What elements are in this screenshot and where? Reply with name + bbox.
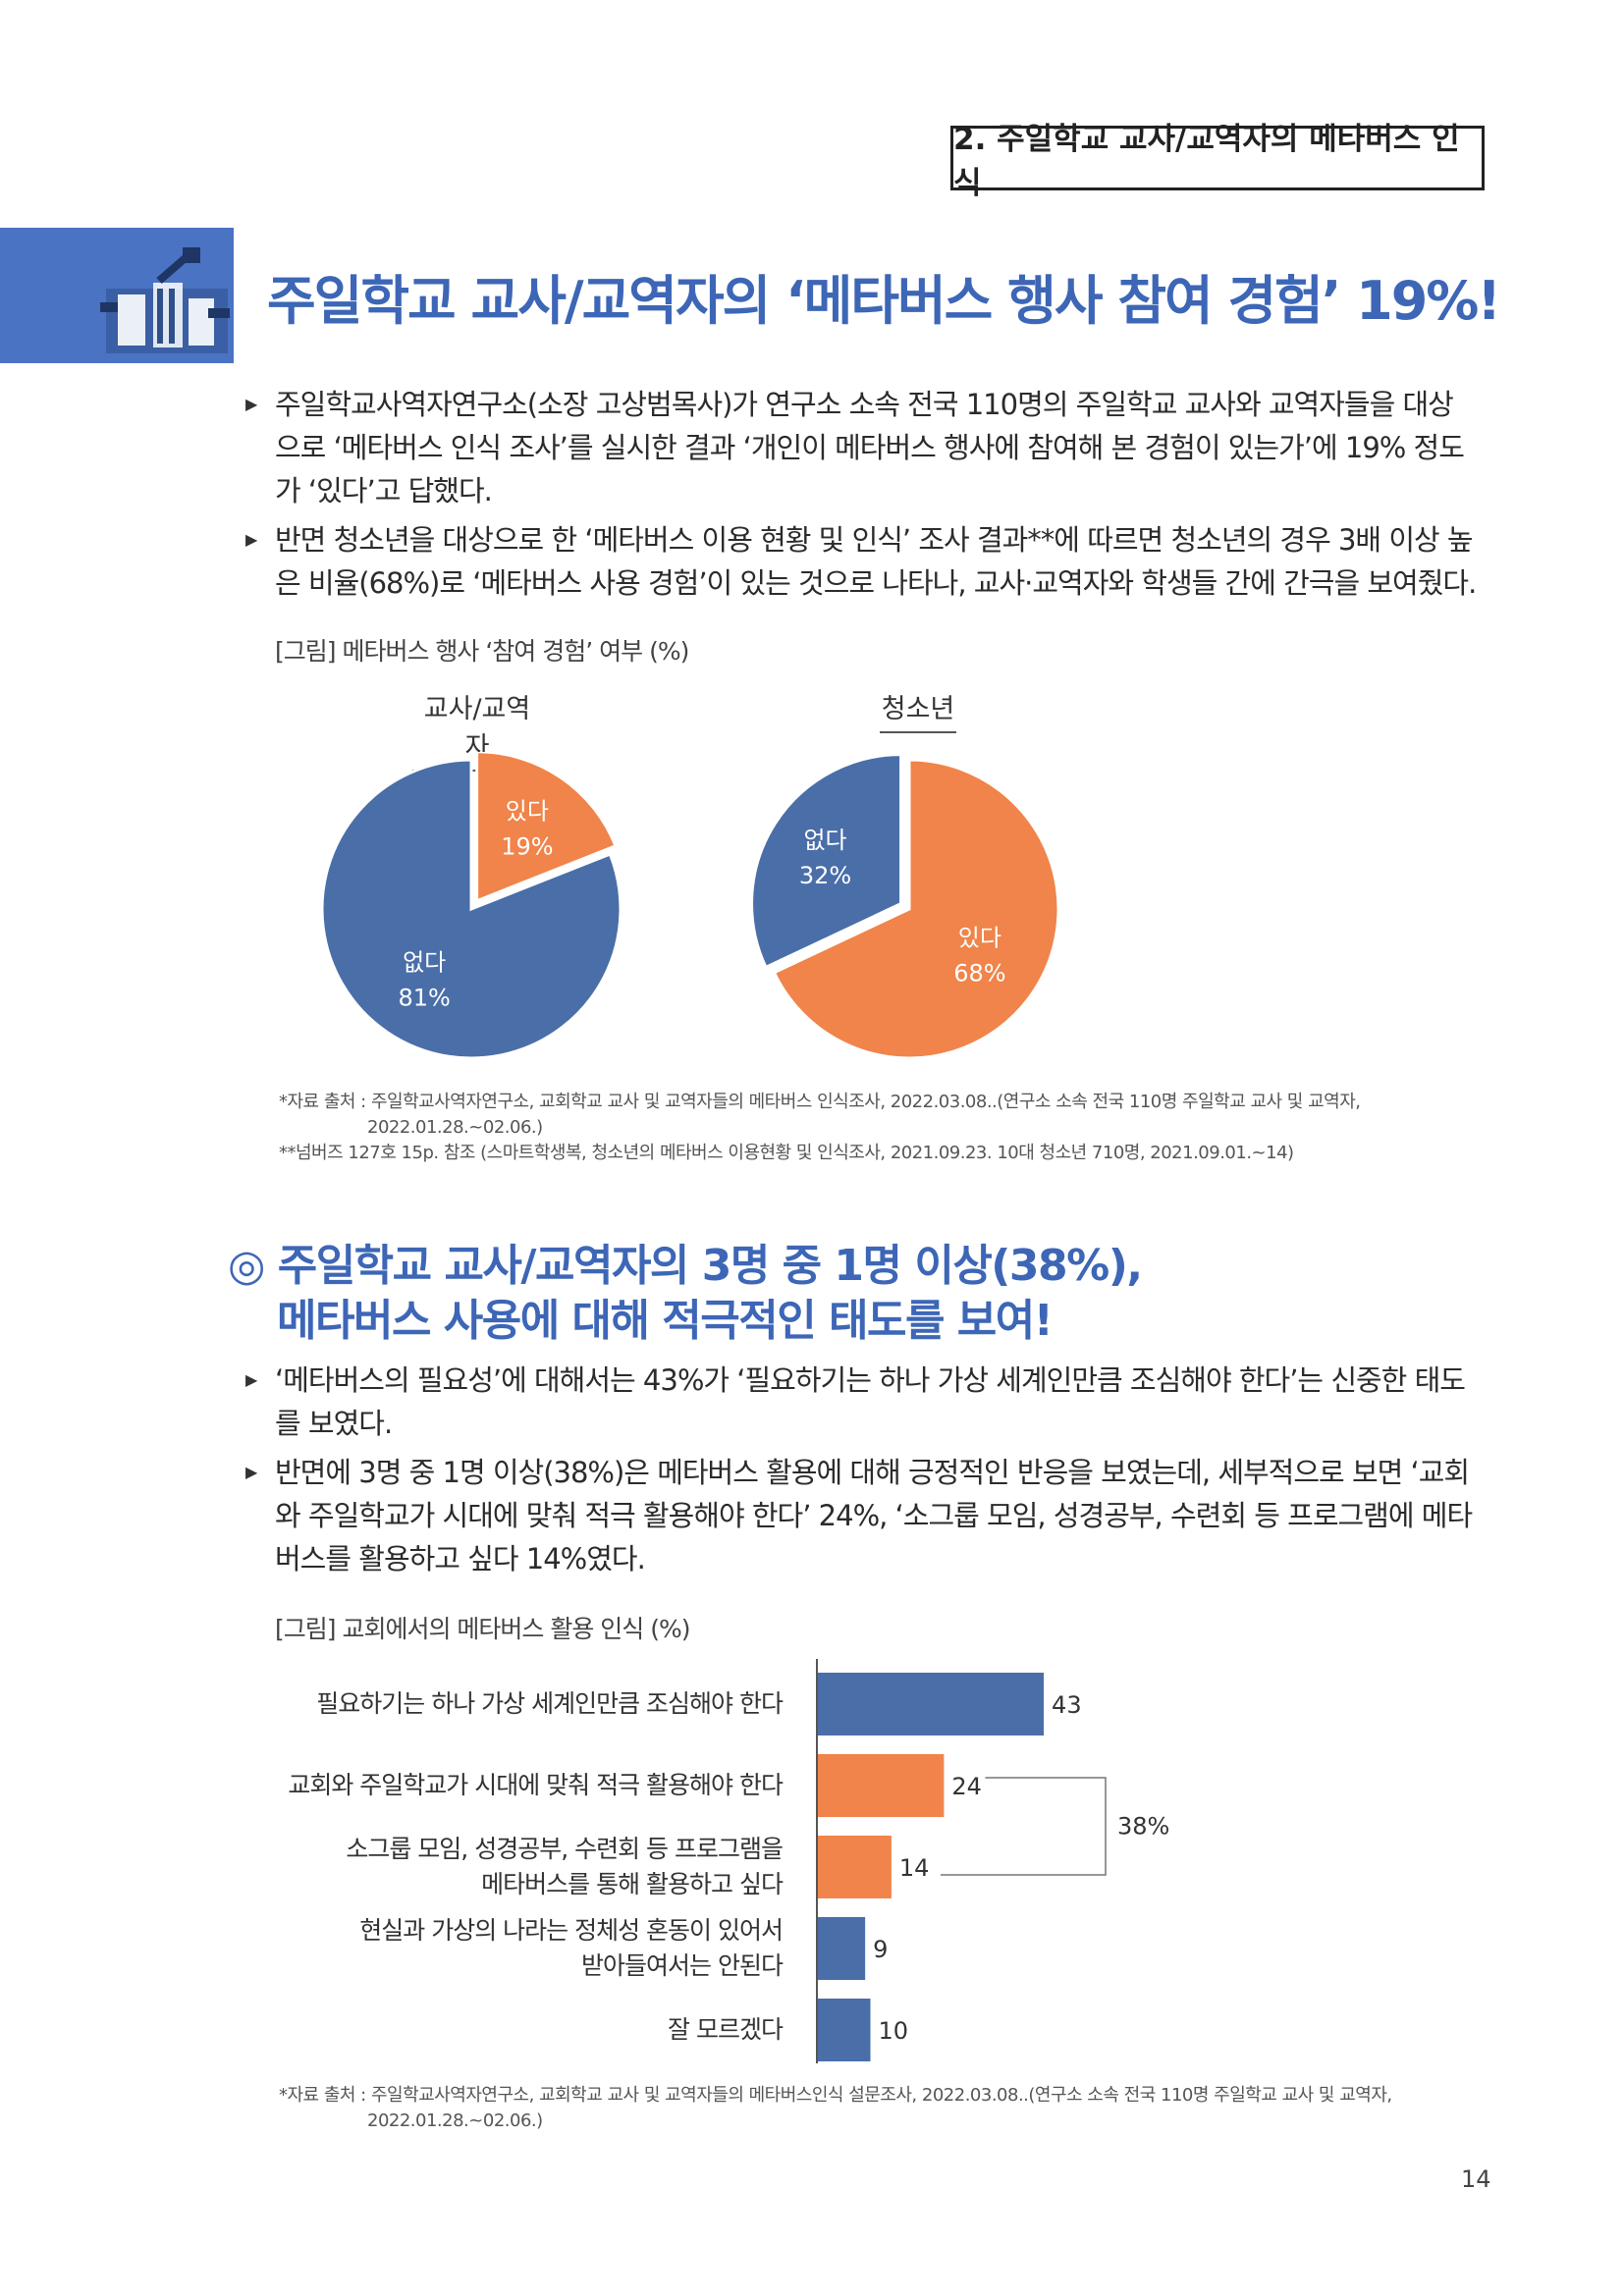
- pie-slice-value: 81%: [398, 984, 450, 1011]
- bar-category-label: 필요하기는 하나 가상 세계인만큼 조심해야 한다: [316, 1689, 784, 1718]
- source-note: *자료 출처 : 주일학교사역자연구소, 교회학교 교사 및 교역자들의 메타버…: [279, 2085, 1392, 2106]
- source-note: *자료 출처 : 주일학교사역자연구소, 교회학교 교사 및 교역자들의 메타버…: [279, 1092, 1361, 1112]
- text-line: 반면 청소년을 대상으로 한 ‘메타버스 이용 현황 및 인식’ 조사 결과**…: [275, 523, 1474, 557]
- section1-paragraph-2: 반면 청소년을 대상으로 한 ‘메타버스 이용 현황 및 인식’ 조사 결과**…: [275, 518, 1483, 605]
- pie-slice-no: [752, 753, 903, 970]
- pie-slice-yes: [475, 752, 618, 903]
- section-tag: 2. 주일학교 교사/교역자의 메타버스 인식: [950, 122, 1485, 201]
- bar-category-label: 잘 모르겠다: [668, 2015, 784, 2044]
- pie-chart-teachers: 있다 19% 없다 81%: [320, 752, 622, 1060]
- bar: [818, 1754, 945, 1817]
- bar-category-label: 교회와 주일학교가 시대에 맞춰 적극 활용해야 한다: [288, 1771, 784, 1799]
- source-note: **넘버즈 127호 15p. 참조 (스마트학생복, 청소년의 메타버스 이용…: [279, 1143, 1294, 1163]
- text-line: 반면에 3명 중 1명 이상(38%)은 메타버스 활용에 대해 긍정적인 반응…: [275, 1456, 1470, 1489]
- bar-value-label: 9: [873, 1936, 888, 1963]
- bullet-icon: ▶: [245, 1463, 258, 1481]
- section1-paragraph-1: 주일학교사역자연구소(소장 고상범목사)가 연구소 소속 전국 110명의 주일…: [275, 383, 1483, 512]
- text-line: 를 보였다.: [275, 1407, 393, 1440]
- section2-title-line: 메타버스 사용에 대해 적극적인 태도를 보여!: [277, 1296, 1054, 1346]
- pie-slice-label: 있다: [506, 797, 549, 825]
- figure-caption-2: [그림] 교회에서의 메타버스 활용 인식 (%): [275, 1615, 691, 1643]
- page-number: 14: [1461, 2165, 1491, 2193]
- metaverse-icon: [100, 247, 230, 353]
- bar-category-label: 현실과 가상의 나라는 정체성 혼동이 있어서 받아들여서는 안된다: [359, 1916, 784, 1980]
- pie-slice-value: 19%: [501, 832, 553, 860]
- bracket-line: [940, 1777, 1107, 1876]
- pie-title-youth: 청소년: [880, 687, 956, 733]
- text-line: 주일학교사역자연구소(소장 고상범목사)가 연구소 소속 전국 110명의 주일…: [275, 388, 1454, 421]
- section2-title: ◎ 주일학교 교사/교역자의 3명 중 1명 이상(38%), 메타버스 사용에…: [228, 1239, 1143, 1349]
- bullet-icon: ▶: [245, 1370, 258, 1389]
- bar: [818, 1836, 892, 1898]
- pie-slice-value: 32%: [799, 862, 851, 889]
- text-line: 가 ‘있다’고 답했다.: [275, 474, 493, 507]
- bracket-label: 38%: [1117, 1813, 1169, 1841]
- text-line: 은 비율(68%)로 ‘메타버스 사용 경험’이 있는 것으로 나타나, 교사·…: [275, 566, 1477, 600]
- section2-paragraph-1: ‘메타버스의 필요성’에 대해서는 43%가 ‘필요하기는 하나 가상 세계인만…: [275, 1359, 1483, 1445]
- pie-chart-youth: 있다 68% 없다 32%: [752, 753, 1060, 1060]
- pie-slice-label: 있다: [958, 925, 1001, 952]
- bar-value-label: 10: [879, 2017, 909, 2045]
- pie-slice-label: 없다: [403, 948, 446, 976]
- bar-chart-metaverse-use: 43 24 14 9 10 38%: [816, 1659, 1169, 2063]
- text-line: ‘메타버스의 필요성’에 대해서는 43%가 ‘필요하기는 하나 가상 세계인만…: [275, 1363, 1466, 1397]
- bar: [818, 1999, 871, 2061]
- bar: [818, 1917, 866, 1980]
- bar-category-label: 소그룹 모임, 성경공부, 수련회 등 프로그램을 메타버스를 통해 활용하고 싶…: [346, 1835, 784, 1898]
- source-note: 2022.01.28.~02.06.): [367, 2110, 543, 2131]
- pie-slice-no: [320, 758, 622, 1060]
- bar: [818, 1673, 1045, 1735]
- text-line: 버스를 활용하고 싶다 14%였다.: [275, 1542, 646, 1575]
- text-line: 와 주일학교가 시대에 맞춰 적극 활용해야 한다’ 24%, ‘소그룹 모임,…: [275, 1499, 1473, 1532]
- pie-slice-value: 68%: [953, 960, 1005, 988]
- section2-title-line: ◎ 주일학교 교사/교역자의 3명 중 1명 이상(38%),: [228, 1241, 1143, 1291]
- section1-title: 주일학교 교사/교역자의 ‘메타버스 행사 참여 경험’ 19%!: [267, 270, 1501, 332]
- bar-value-label: 14: [899, 1854, 930, 1882]
- section2-paragraph-2: 반면에 3명 중 1명 이상(38%)은 메타버스 활용에 대해 긍정적인 반응…: [275, 1451, 1483, 1580]
- bar-value-label: 24: [951, 1773, 982, 1800]
- source-note: 2022.01.28.~02.06.): [367, 1117, 543, 1138]
- figure-caption-1: [그림] 메타버스 행사 ‘참여 경험’ 여부 (%): [275, 637, 689, 666]
- pie-slice-label: 없다: [803, 827, 846, 854]
- text-line: 으로 ‘메타버스 인식 조사’를 실시한 결과 ‘개인이 메타버스 행사에 참여…: [275, 431, 1465, 464]
- bar-value-label: 43: [1052, 1691, 1082, 1719]
- bullet-icon: ▶: [245, 395, 258, 413]
- pie-slice-yes: [772, 758, 1060, 1060]
- bullet-icon: ▶: [245, 530, 258, 549]
